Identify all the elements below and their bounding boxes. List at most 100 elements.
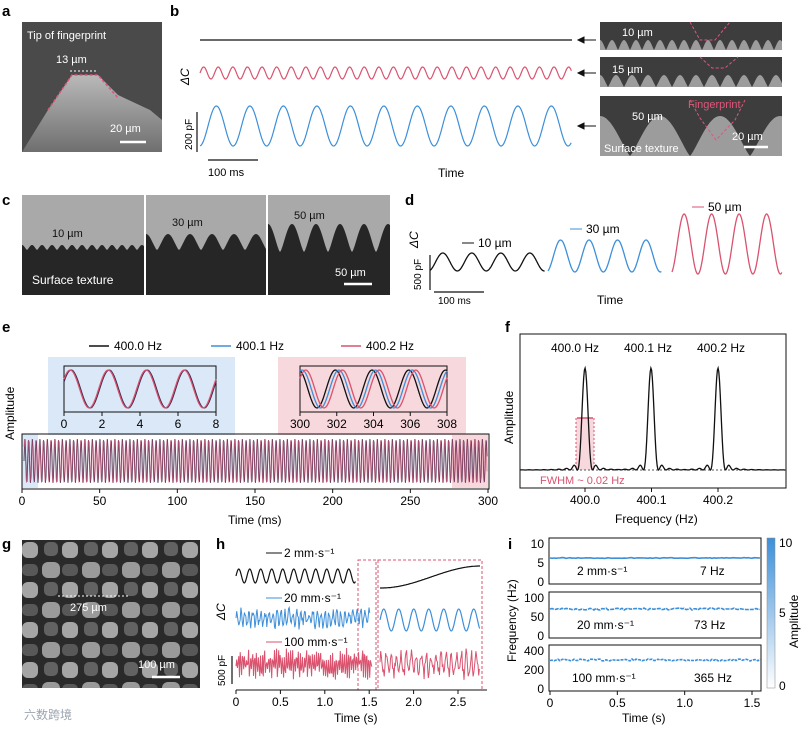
e-xticks-label: 250: [400, 494, 420, 508]
f-xticks-label: 400.1: [636, 493, 666, 507]
panel-h-zoom-20: [379, 608, 481, 632]
panel-b-inset3-scale: 20 µm: [732, 131, 763, 143]
panel-i-cbar-10: 10: [779, 536, 793, 550]
panel-a-sem: Tip of fingerprint 13 µm 20 µm: [22, 22, 162, 152]
panel-e-legend-1: 400.1 Hz: [236, 339, 284, 353]
panel-b-scale-x: 100 ms: [208, 167, 245, 179]
panel-i-ytick-label: 200: [524, 663, 544, 677]
i-xticks-label: 0: [547, 696, 554, 710]
e-xticks-label: 200: [323, 494, 343, 508]
panel-f-axes: [519, 333, 787, 489]
panel-i-ytick-label: 0: [537, 575, 544, 589]
panel-i-ytick-label: 100: [524, 591, 544, 605]
panel-i-ytick-label: 400: [524, 644, 544, 658]
panel-g-label: 275 µm: [70, 602, 107, 614]
panel-letter-h: h: [216, 536, 225, 553]
panel-e-xlabel: Time (ms): [228, 513, 282, 527]
panel-d-scale-y: 500 pF: [413, 259, 424, 290]
panel-a-scale: 20 µm: [110, 123, 141, 135]
panel-c-label-50: 50 µm: [294, 210, 325, 222]
panel-i-colorbar: [766, 537, 776, 689]
panel-b-series-15um: [199, 66, 572, 80]
panel-letter-f: f: [505, 319, 511, 336]
panel-letter-g: g: [2, 536, 11, 553]
e-xticks-label: 0: [19, 494, 26, 508]
panel-f-xticks: 400.0 400.1 400.2: [570, 488, 733, 507]
panel-h-series-100: [235, 647, 373, 680]
panel-c-scale: 50 µm: [335, 267, 366, 279]
panel-i-ytick-label: 5: [537, 556, 544, 570]
panel-i-ytick-label: 0: [537, 629, 544, 643]
e-ins1-ticks-label: 4: [137, 417, 144, 431]
panel-e-series-400-0: [23, 439, 488, 483]
panel-f-peak-0: 400.0 Hz: [551, 341, 599, 355]
panel-d-series-30um: [547, 239, 662, 273]
panel-letter-b: b: [170, 3, 179, 20]
panel-i-cbar-0: 0: [779, 679, 786, 693]
panel-g-sem: 275 µm 100 µm: [22, 540, 200, 688]
panel-b-inset3-texture: Surface texture: [604, 143, 679, 155]
panel-f-ylabel: Amplitude: [502, 390, 516, 444]
panel-f-fwhm: FWHM ~ 0.02 Hz: [540, 475, 625, 487]
e-ins1-ticks-label: 0: [61, 417, 68, 431]
panel-b-xlabel: Time: [438, 166, 465, 180]
panel-i-ytick-label: 10: [531, 537, 545, 551]
f-xticks-label: 400.2: [703, 493, 733, 507]
e-ins1-ticks-label: 2: [99, 417, 106, 431]
panel-d-label-50: 50 µm: [708, 200, 742, 214]
h-xticks-label: 0: [233, 695, 240, 709]
panel-letter-c: c: [2, 192, 10, 209]
panel-b-inset3-label: 50 µm: [632, 111, 663, 123]
panel-h-label-1: 20 mm·s⁻¹: [284, 591, 341, 605]
i-xticks-label: 1.5: [744, 696, 761, 710]
panel-c-label-10: 10 µm: [52, 228, 83, 240]
panel-e-ylabel: Amplitude: [3, 386, 17, 440]
i-xticks-label: 1.0: [676, 696, 693, 710]
panel-b-inset-3: 50 µm Fingerprint Surface texture 20 µm: [600, 96, 782, 156]
h-xticks-label: 0.5: [272, 695, 289, 709]
panel-e-legend-0: 400.0 Hz: [114, 339, 162, 353]
panel-d-label-30: 30 µm: [586, 222, 620, 236]
panel-i-cbar-5: 5: [779, 606, 786, 620]
panel-h-series-2: [235, 568, 356, 584]
panel-a-title: Tip of fingerprint: [27, 30, 106, 42]
panel-b-inset3-fingerprint: Fingerprint: [688, 99, 741, 111]
panel-f-spectrum: [520, 365, 786, 472]
h-xticks-label: 2.0: [405, 695, 422, 709]
panel-letter-a: a: [2, 3, 11, 20]
i-xticks-label: 0.5: [609, 696, 626, 710]
panel-b-inset2-label: 15 µm: [612, 64, 643, 76]
e-ins2-ticks-label: 306: [400, 417, 420, 431]
panel-i-rows: 2 mm·s⁻¹ 7 Hz 20 mm·s⁻¹ 73 Hz 100 mm·s⁻¹…: [548, 537, 762, 692]
panel-letter-e: e: [2, 319, 10, 336]
panel-h-xticks: 0 0.5 1.0 1.5 2.0 2.5: [233, 690, 467, 709]
panel-d-ylabel: ΔC: [407, 231, 421, 249]
panel-e-inset1-bg: [48, 357, 235, 435]
e-ins1-ticks-label: 8: [213, 417, 220, 431]
panel-h-zoom-2: [380, 565, 480, 589]
panel-i-speed-2: 100 mm·s⁻¹: [572, 671, 636, 685]
panel-i-xticks: 0 0.5 1.0 1.5: [547, 691, 761, 710]
panel-d-scale-x: 100 ms: [438, 296, 471, 307]
h-xticks-label: 1.0: [316, 695, 333, 709]
e-ins2-ticks-label: 308: [437, 417, 457, 431]
h-xticks-label: 2.5: [450, 695, 467, 709]
panel-h-scale-y: 500 pF: [217, 655, 228, 686]
panel-b-inset-2: 15 µm: [600, 56, 782, 87]
panel-i-cbar-label: Amplitude: [787, 594, 801, 648]
watermark: 六数跨境: [24, 707, 72, 722]
panel-h-label-0: 2 mm·s⁻¹: [284, 546, 334, 560]
panel-d-label-10: 10 µm: [478, 236, 512, 250]
e-ins1-ticks-label: 6: [175, 417, 182, 431]
panel-b-ylabel: ΔC: [178, 68, 192, 86]
e-ins2-ticks-label: 302: [327, 417, 347, 431]
e-ins2-ticks-label: 304: [363, 417, 383, 431]
e-xticks-label: 150: [245, 494, 265, 508]
e-xticks-label: 100: [167, 494, 187, 508]
panel-e-legend-2: 400.2 Hz: [366, 339, 414, 353]
panel-e-inset1: 0 2 4 6 8: [61, 365, 220, 431]
panel-e-inset2: 300 302 304 306 308: [290, 365, 457, 431]
panel-b-inset1-label: 10 µm: [622, 27, 653, 39]
panel-g-scale: 100 µm: [138, 659, 175, 671]
